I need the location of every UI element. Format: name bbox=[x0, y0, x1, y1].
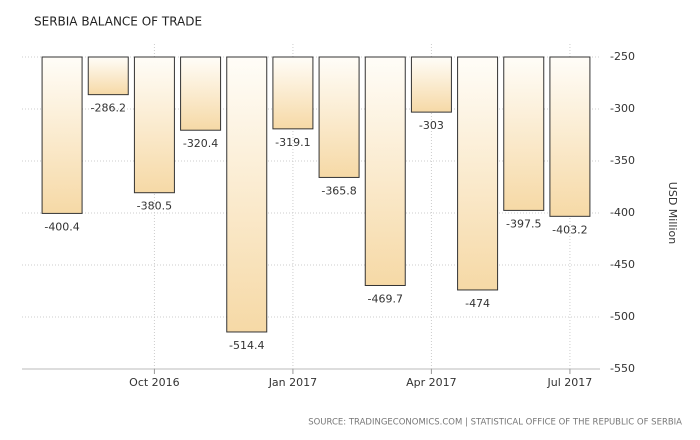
data-label: -397.5 bbox=[506, 217, 541, 230]
x-tick-label: Oct 2016 bbox=[129, 376, 180, 389]
bar bbox=[133, 56, 175, 194]
data-label: -474 bbox=[465, 297, 490, 310]
data-label: -380.5 bbox=[137, 200, 172, 213]
bar bbox=[549, 56, 591, 217]
chart-title: SERBIA BALANCE OF TRADE bbox=[34, 15, 202, 29]
data-label: -403.2 bbox=[552, 223, 587, 236]
data-label: -303 bbox=[419, 119, 444, 132]
data-label: -469.7 bbox=[368, 292, 403, 305]
bar bbox=[503, 56, 545, 211]
bar bbox=[457, 56, 499, 291]
y-axis-label: USD Million bbox=[666, 182, 679, 244]
bar bbox=[364, 56, 406, 286]
data-label: -319.1 bbox=[275, 136, 310, 149]
y-tick-label: -400 bbox=[610, 206, 635, 219]
bar bbox=[318, 56, 360, 178]
bar bbox=[226, 56, 268, 333]
y-tick-label: -350 bbox=[610, 154, 635, 167]
x-tick-label: Jan 2017 bbox=[268, 376, 317, 389]
data-label: -320.4 bbox=[183, 137, 218, 150]
data-label: -400.4 bbox=[44, 220, 79, 233]
x-tick-label: Jul 2017 bbox=[547, 376, 593, 389]
data-label: -286.2 bbox=[91, 102, 126, 115]
x-tick-label: Apr 2017 bbox=[406, 376, 457, 389]
bar bbox=[410, 56, 452, 113]
bar bbox=[41, 56, 83, 214]
y-tick-label: -300 bbox=[610, 102, 635, 115]
source: SOURCE: TRADINGECONOMICS.COM | STATISTIC… bbox=[308, 418, 682, 428]
bar bbox=[272, 56, 314, 130]
bar bbox=[87, 56, 129, 96]
data-label: -365.8 bbox=[321, 184, 356, 197]
bar bbox=[180, 56, 222, 131]
y-tick-label: -500 bbox=[610, 310, 635, 323]
y-tick-label: -250 bbox=[610, 50, 635, 63]
y-tick-label: -550 bbox=[610, 362, 635, 375]
data-label: -514.4 bbox=[229, 339, 264, 352]
y-tick-label: -450 bbox=[610, 258, 635, 271]
